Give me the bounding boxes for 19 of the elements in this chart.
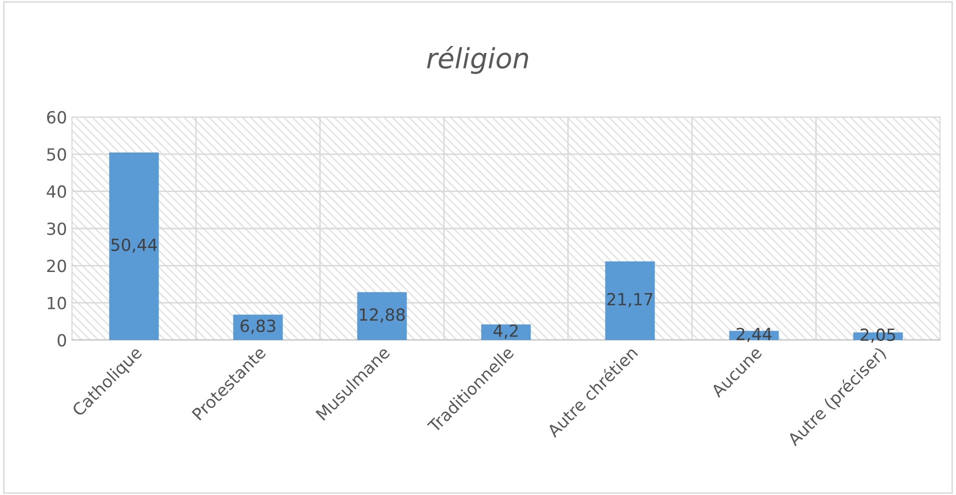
- bar: [233, 314, 283, 340]
- data-label: 2,44: [736, 328, 772, 342]
- data-label: 4,2: [494, 324, 518, 339]
- y-tick-label: 50: [47, 148, 66, 161]
- y-tick-label: 10: [48, 296, 66, 310]
- y-tick-label: 40: [46, 185, 66, 198]
- bar: [605, 261, 655, 340]
- data-label: 12,88: [360, 308, 405, 323]
- data-label: 2,05: [860, 328, 896, 343]
- bar: [109, 152, 159, 340]
- y-tick-label: 60: [47, 110, 66, 124]
- chart-title: réligion: [427, 46, 528, 74]
- y-tick-label: 20: [47, 260, 66, 272]
- data-label: 6,83: [240, 320, 276, 334]
- data-label: 50,44: [111, 238, 157, 253]
- data-label: 21,17: [607, 292, 652, 308]
- y-tick-label: 30: [47, 222, 66, 236]
- bar: [357, 292, 407, 340]
- y-tick-label: 0: [58, 334, 66, 347]
